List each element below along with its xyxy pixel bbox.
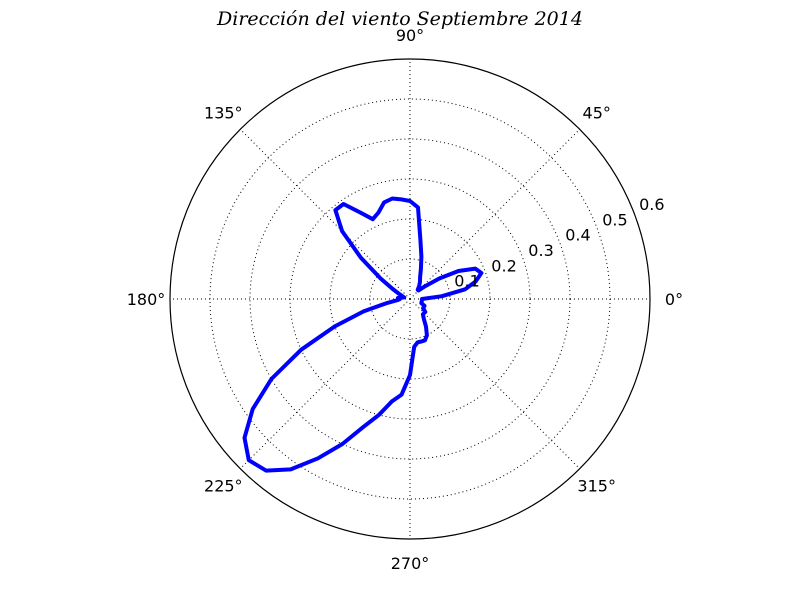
- series-point: [270, 378, 272, 380]
- series-point: [391, 198, 393, 199]
- series-point: [391, 400, 393, 402]
- series-point: [423, 312, 425, 314]
- series-point: [363, 310, 365, 312]
- series-point: [334, 325, 336, 327]
- radial-tick-label: 0.2: [491, 256, 516, 275]
- series-point: [378, 212, 379, 213]
- series-point: [359, 211, 361, 213]
- series-point: [420, 256, 422, 257]
- series-point: [248, 459, 250, 461]
- angle-tick-label: 270°: [391, 554, 430, 573]
- series-point: [343, 203, 344, 205]
- angle-tick-label: 0°: [665, 290, 683, 309]
- radial-tick-label: 0.3: [528, 241, 553, 260]
- series-point: [372, 218, 374, 220]
- series-point: [474, 268, 476, 270]
- series-layer: [242, 196, 484, 473]
- series-point: [424, 285, 426, 287]
- series-point: [420, 302, 422, 304]
- angle-tick-label: 315°: [577, 477, 616, 496]
- series-point: [423, 318, 425, 320]
- series-point: [439, 277, 440, 279]
- series-point: [418, 290, 419, 291]
- angular-gridline: [409, 298, 581, 470]
- series-point: [413, 346, 415, 348]
- series-point: [424, 339, 426, 341]
- series-point: [420, 341, 422, 342]
- series-point: [441, 295, 443, 297]
- series-point: [380, 277, 381, 279]
- series-point: [422, 313, 424, 315]
- series-point: [317, 457, 319, 459]
- series-point: [458, 270, 459, 272]
- angle-tick-label: 135°: [204, 103, 243, 122]
- radial-tick-label: 0.4: [565, 226, 590, 245]
- series-point: [401, 394, 403, 396]
- series-point: [244, 437, 245, 439]
- series-point: [265, 470, 267, 472]
- angular-gridline: [239, 298, 411, 470]
- series-point: [420, 268, 422, 270]
- series-point: [300, 349, 302, 351]
- series-point: [403, 296, 405, 298]
- angle-tick-label: 180°: [127, 290, 166, 309]
- angle-tick-label: 45°: [583, 103, 611, 122]
- series-point: [424, 311, 426, 313]
- series-point: [252, 408, 254, 410]
- radial-tick-label: 0.1: [454, 272, 479, 291]
- series-point: [424, 305, 425, 307]
- series-point: [401, 297, 403, 299]
- polar-frame: [169, 58, 651, 540]
- series-point: [385, 302, 387, 304]
- angular-gridline: [409, 128, 581, 300]
- series-point: [400, 198, 402, 200]
- series-point: [423, 306, 425, 308]
- series-point: [417, 289, 419, 291]
- series-point: [464, 288, 466, 290]
- series-point: [397, 297, 399, 299]
- series-point: [383, 201, 385, 203]
- radial-tick-label: 0.6: [639, 195, 664, 214]
- series-point: [341, 230, 343, 232]
- series-point: [421, 300, 423, 302]
- series-point: [363, 426, 364, 428]
- series-point: [418, 285, 420, 287]
- series-point: [409, 374, 411, 376]
- angle-tick-label: 225°: [204, 477, 243, 496]
- series-line: [242, 196, 484, 473]
- series-point: [425, 326, 427, 328]
- series-point: [378, 414, 380, 416]
- series-point: [422, 307, 424, 309]
- series-point: [397, 299, 399, 301]
- chart-title: Dirección del viento Septiembre 2014: [217, 8, 583, 30]
- series-point: [419, 276, 421, 278]
- series-point: [426, 334, 428, 336]
- angular-gridline: [239, 128, 411, 300]
- series-point: [421, 298, 423, 300]
- series-point: [417, 206, 419, 208]
- angle-tick-label: 90°: [396, 26, 424, 45]
- series-point: [341, 443, 343, 445]
- series-point: [475, 280, 477, 282]
- polar-grid: [170, 59, 650, 539]
- series-point: [399, 298, 401, 300]
- radial-tick-label: 0.5: [602, 210, 627, 229]
- series-point: [402, 295, 403, 297]
- series-point: [360, 257, 362, 259]
- series-point: [290, 468, 292, 470]
- series-point: [417, 341, 419, 343]
- series-point: [421, 301, 423, 303]
- series-point: [419, 281, 421, 283]
- labels: 0° 45° 90° 135° 180° 225° 270° 315° 0.1 0.2 0.3 0.4…: [127, 26, 683, 573]
- series-point: [421, 299, 423, 301]
- series-point: [480, 272, 482, 274]
- series-point: [398, 293, 400, 295]
- series-point: [419, 239, 421, 241]
- series-point: [334, 209, 336, 211]
- series-point: [409, 200, 411, 202]
- series-point: [392, 288, 394, 290]
